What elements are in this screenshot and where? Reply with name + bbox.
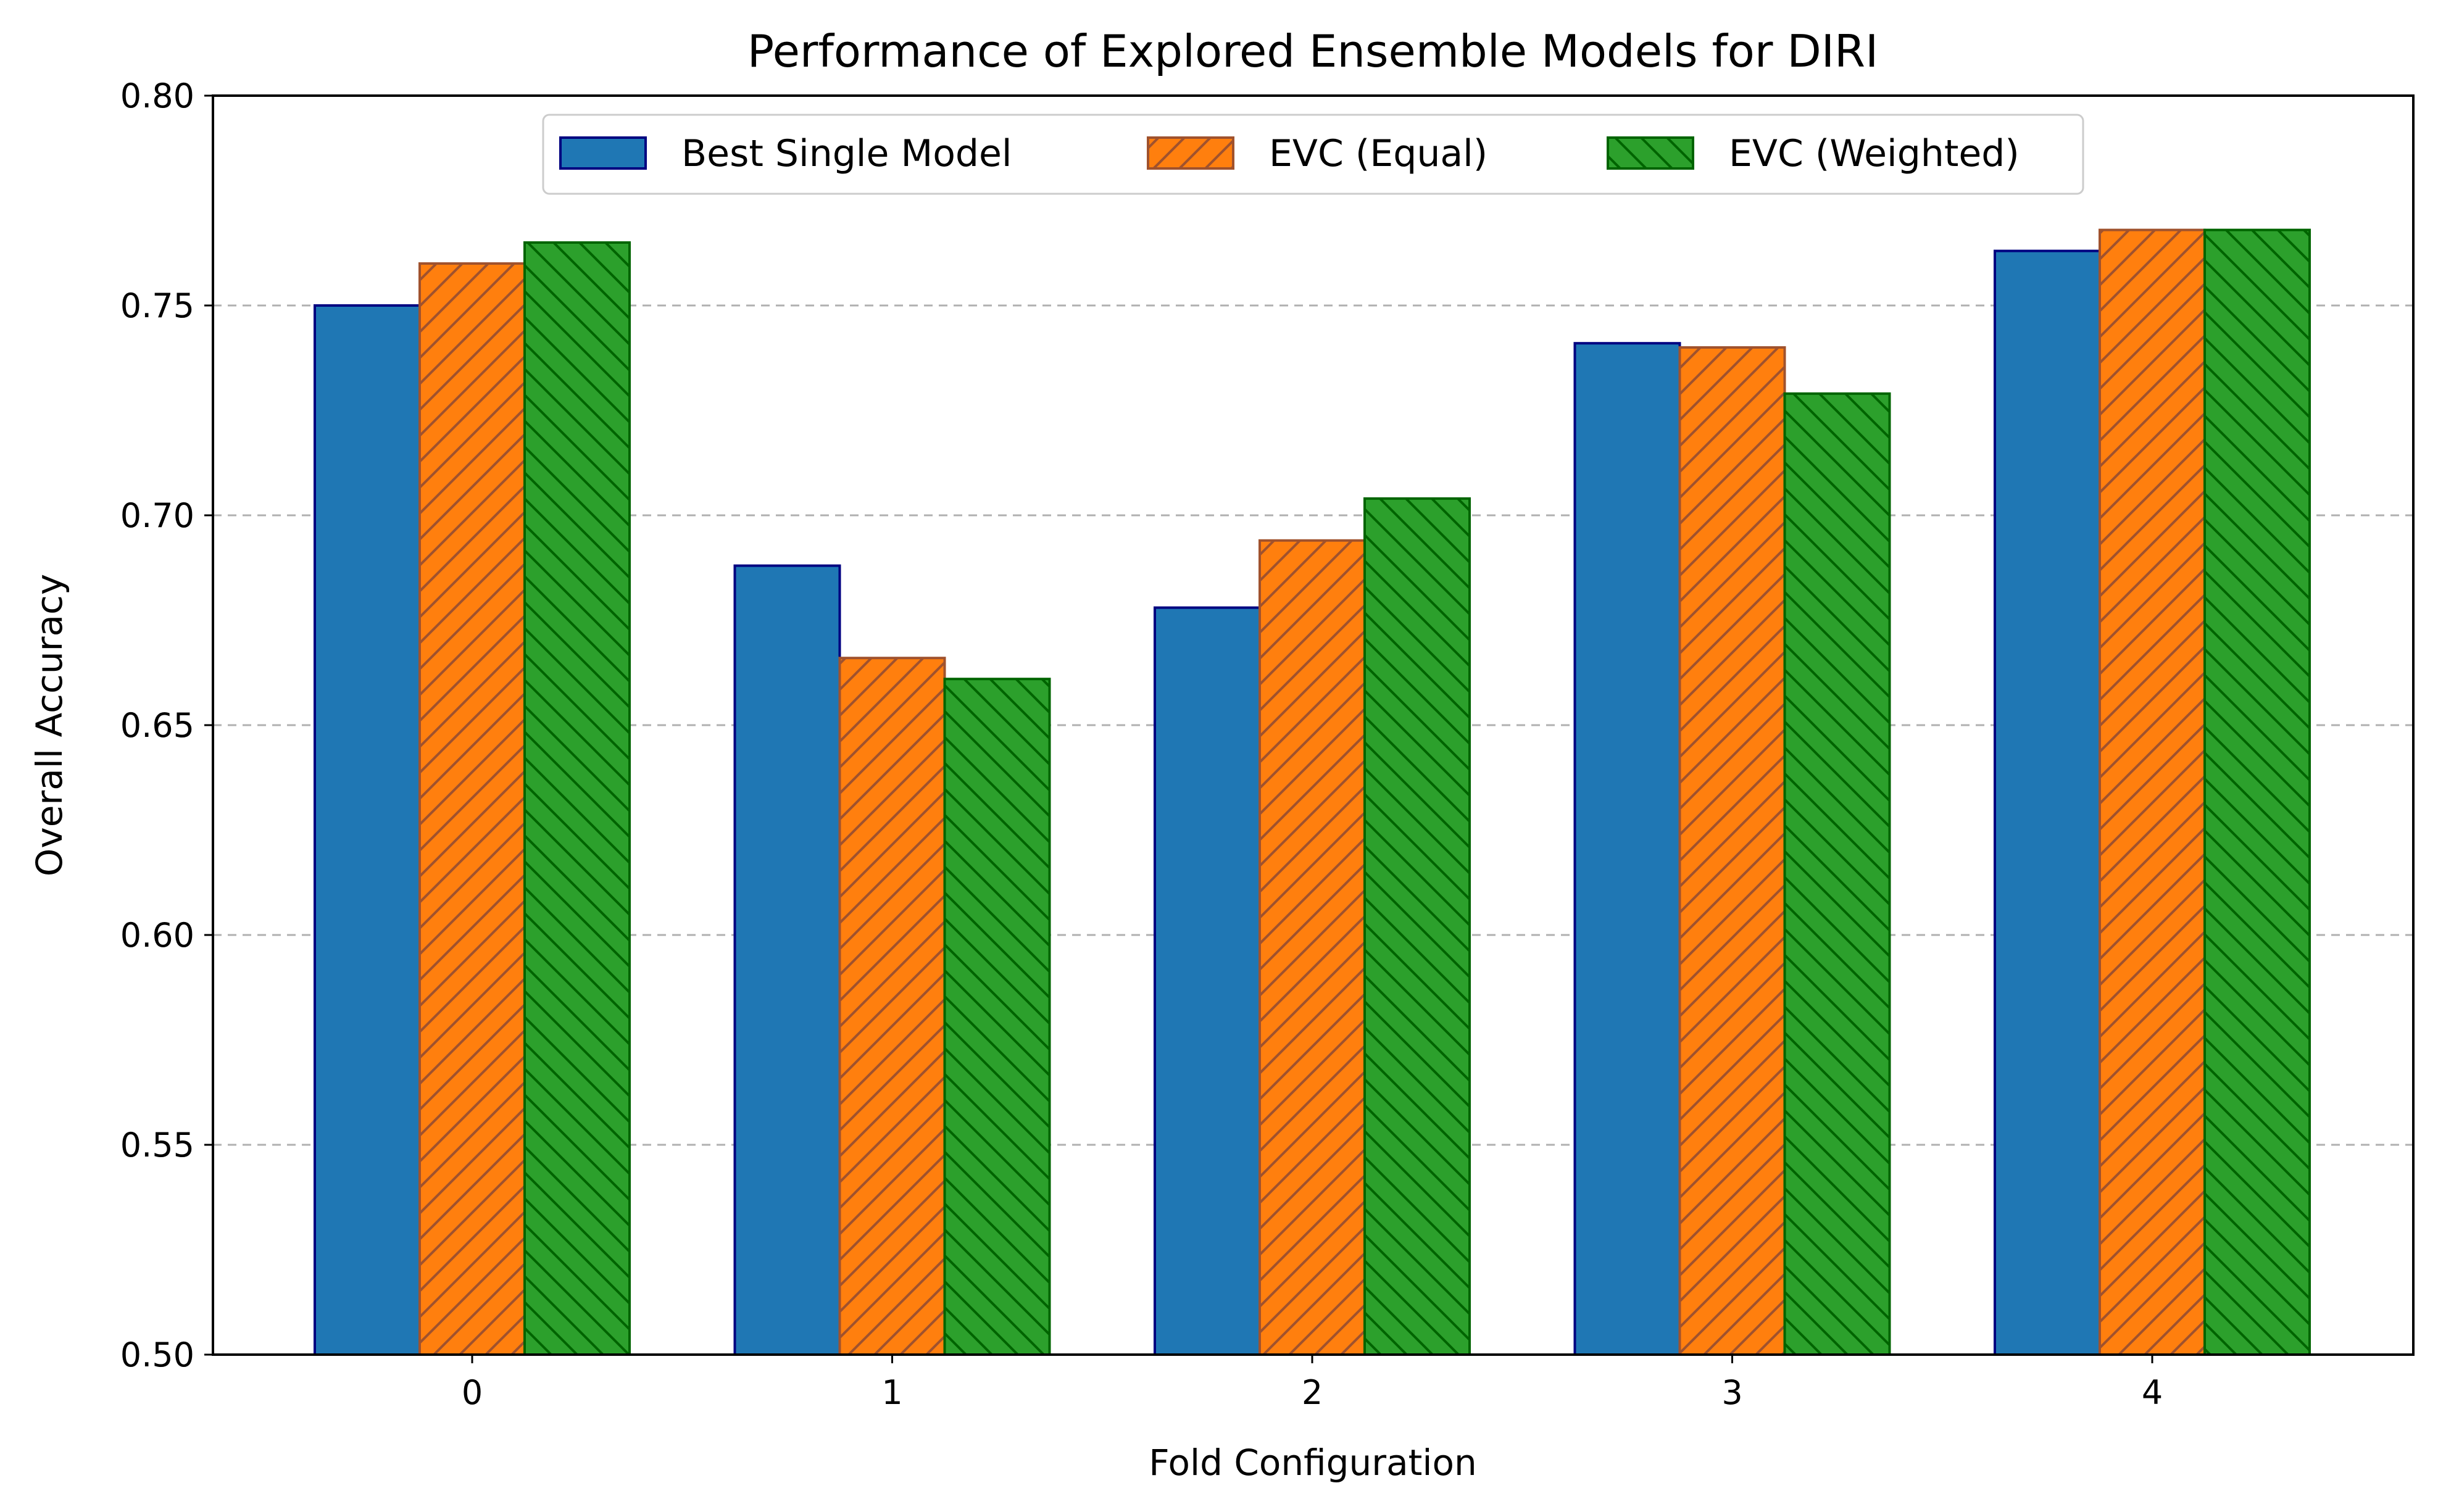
bar-best-single-model-fold-0	[314, 304, 421, 1356]
bar-best-single-model-fold-2	[1154, 606, 1261, 1356]
bar-hatch-evc-equal-fold-0	[420, 264, 525, 1355]
bar-hatch-evc-equal-fold-3	[1679, 347, 1785, 1355]
bar-hatch-evc-weighted-fold-4	[2205, 230, 2310, 1355]
x-tick-label: 1	[881, 1373, 902, 1412]
legend-swatch-best-single-model	[559, 136, 647, 170]
bar-best-single-model-fold-3	[1573, 342, 1681, 1356]
y-axis-title: Overall Accuracy	[28, 574, 70, 877]
bar-hatch-evc-weighted-fold-2	[1365, 498, 1470, 1355]
legend-frame	[542, 114, 2084, 195]
bar-hatch-evc-equal-fold-4	[2100, 230, 2205, 1355]
x-tick-label: 0	[462, 1373, 483, 1412]
y-tick-label: 0.80	[120, 77, 194, 115]
chart-title: Performance of Explored Ensemble Models …	[747, 25, 1879, 77]
y-tick-label: 0.55	[120, 1126, 194, 1165]
bar-hatch-evc-weighted-fold-1	[944, 679, 1050, 1355]
bar-hatch-evc-equal-fold-2	[1260, 540, 1365, 1355]
y-axis: 0.50 0.55 0.60 0.65 0.70 0.75 0.80	[120, 77, 213, 1374]
bars	[314, 228, 2311, 1356]
y-tick-label: 0.65	[120, 706, 194, 745]
bar-hatch-evc-weighted-fold-0	[525, 243, 630, 1355]
legend-label-evc-weighted: EVC (Weighted)	[1729, 132, 2020, 175]
y-tick-label: 0.70	[120, 496, 194, 535]
legend-label-evc-equal: EVC (Equal)	[1269, 132, 1487, 175]
bar-best-single-model-fold-1	[733, 564, 841, 1356]
y-tick-label: 0.75	[120, 286, 194, 325]
y-tick-label: 0.50	[120, 1335, 194, 1374]
legend-label-best-single-model: Best Single Model	[681, 132, 1012, 175]
bar-hatch-evc-equal-fold-1	[839, 658, 945, 1355]
x-tick-label: 4	[2142, 1373, 2163, 1412]
bar-hatch-evc-weighted-fold-3	[1784, 393, 1890, 1355]
x-tick-label: 3	[1721, 1373, 1742, 1412]
y-tick-label: 0.60	[120, 916, 194, 955]
legend-swatch-evc-weighted-hatch	[1608, 138, 1693, 168]
x-axis: 0 1 2 3 4	[462, 1355, 2163, 1412]
legend: Best Single Model EVC (Equal) EVC (Weigh…	[542, 114, 2084, 195]
x-tick-label: 2	[1302, 1373, 1323, 1412]
x-axis-title: Fold Configuration	[1149, 1442, 1477, 1484]
bar-best-single-model-fold-4	[1994, 249, 2101, 1356]
legend-swatch-evc-equal-hatch	[1148, 138, 1233, 168]
